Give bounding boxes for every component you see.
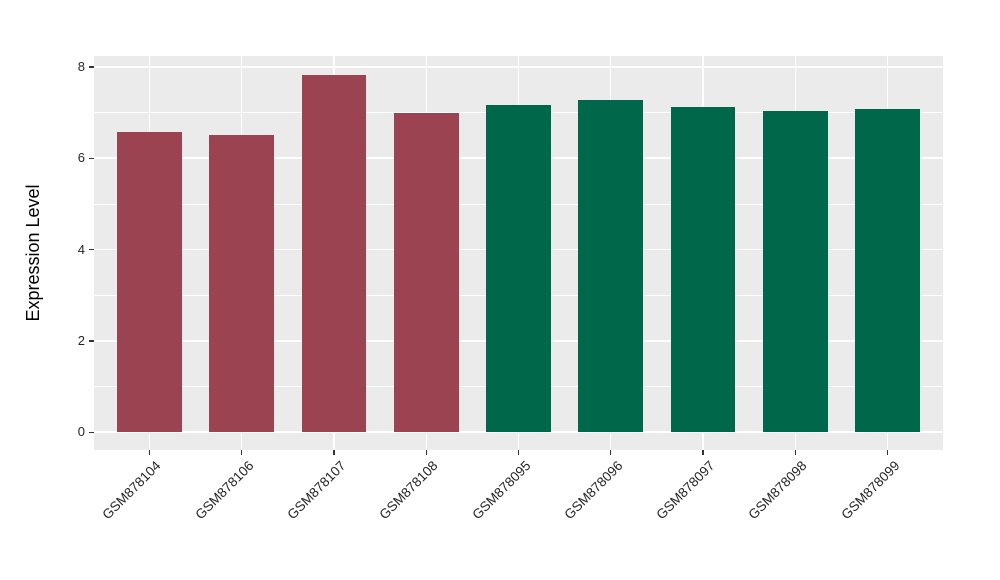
x-tick-mark-GSM878095 xyxy=(517,450,520,455)
y-tick-mark-4 xyxy=(89,248,94,251)
y-tick-label-6: 6 xyxy=(77,150,85,166)
bar-GSM878098 xyxy=(763,110,828,433)
y-tick-mark-0 xyxy=(89,431,94,433)
x-tick-label-GSM878099: GSM878099 xyxy=(838,458,903,523)
bar-GSM878106 xyxy=(209,134,274,433)
y-axis-title: Expression Level xyxy=(23,184,43,322)
x-tick-mark-GSM878107 xyxy=(333,450,335,455)
bar-GSM878108 xyxy=(393,113,459,433)
plot-panel xyxy=(94,56,943,450)
x-tick-mark-GSM878104 xyxy=(148,450,151,455)
y-tick-label-8: 8 xyxy=(77,58,85,74)
y-tick-label-4: 4 xyxy=(77,241,85,257)
x-tick-mark-GSM878106 xyxy=(241,450,243,455)
x-tick-mark-GSM878098 xyxy=(794,450,796,455)
x-tick-mark-GSM878108 xyxy=(425,450,427,455)
bar-GSM878095 xyxy=(486,104,551,433)
bar-GSM878099 xyxy=(855,108,920,433)
x-tick-mark-GSM878099 xyxy=(886,450,889,455)
bar-GSM878107 xyxy=(301,74,367,433)
y-tick-mark-2 xyxy=(89,340,94,342)
y-tick-mark-8 xyxy=(89,66,94,68)
bar-GSM878104 xyxy=(117,131,182,433)
y-tick-label-0: 0 xyxy=(77,424,85,440)
bar-GSM878096 xyxy=(578,99,644,433)
bar-GSM878097 xyxy=(670,106,736,433)
y-tick-label-2: 2 xyxy=(77,332,85,348)
x-tick-mark-GSM878097 xyxy=(702,450,704,455)
y-tick-mark-6 xyxy=(89,157,94,159)
x-tick-mark-GSM878096 xyxy=(610,450,612,455)
